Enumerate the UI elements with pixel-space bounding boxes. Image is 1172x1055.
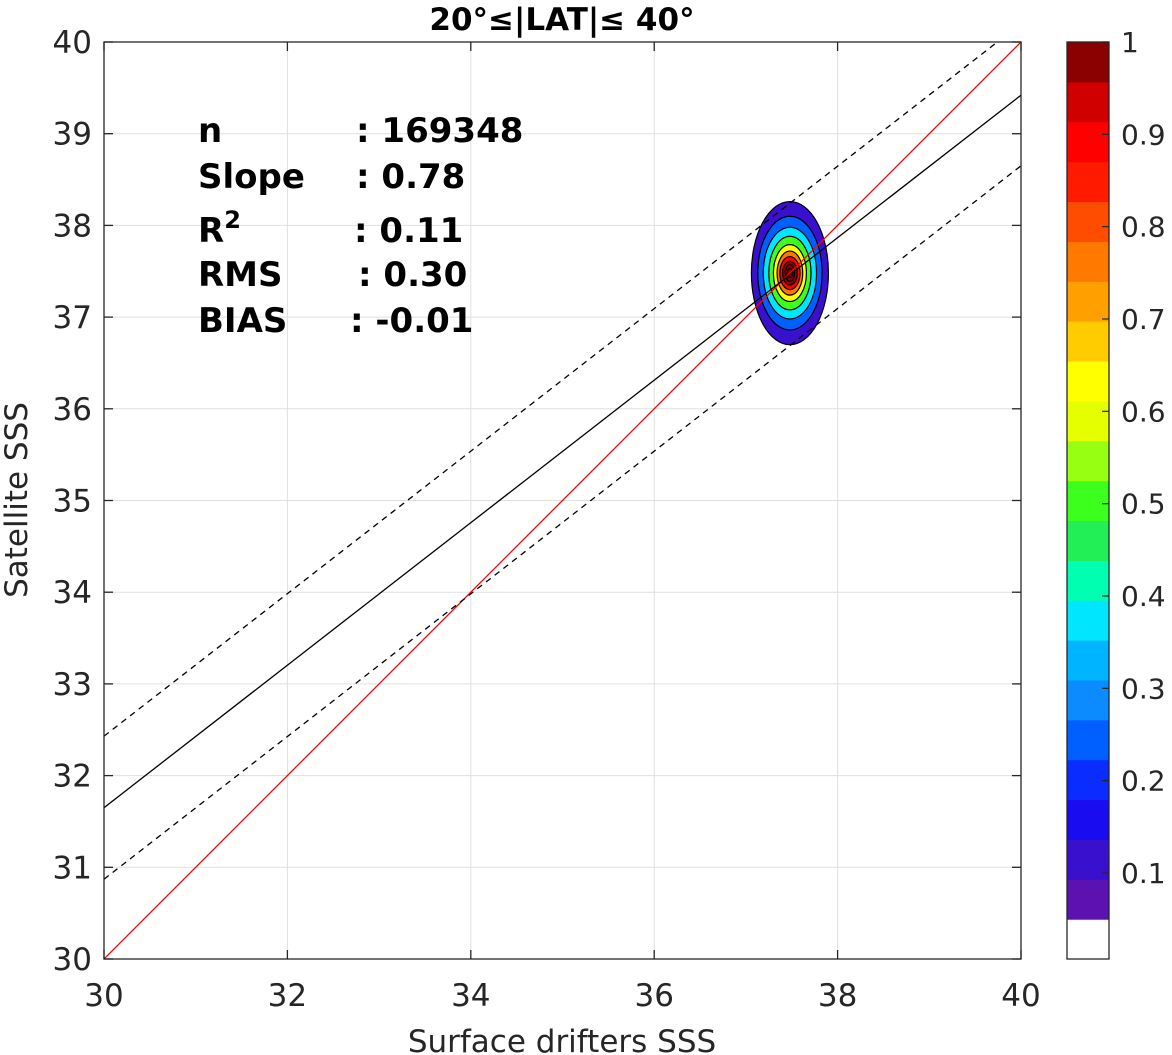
colorbar-tick-label: 0.8 <box>1121 211 1166 244</box>
colorbar-segment <box>1067 879 1109 920</box>
chart-title: 20°≤|LAT|≤ 40° <box>429 2 694 38</box>
stat-label: n <box>198 111 222 151</box>
x-tick-label: 40 <box>1001 978 1040 1014</box>
colorbar-tick-label: 0.7 <box>1121 303 1166 336</box>
colorbar-segment <box>1067 719 1109 761</box>
y-tick-label: 40 <box>53 25 92 61</box>
colorbar-segment <box>1067 640 1109 681</box>
y-tick-label: 38 <box>53 208 92 244</box>
colorbar-segment <box>1067 839 1109 880</box>
colorbar-segment <box>1067 281 1109 322</box>
x-tick-label: 38 <box>818 978 857 1014</box>
colorbar-frame <box>1066 41 1110 960</box>
axis-ticks: 30 32 34 36 38 40 30 31 32 33 34 35 36 37 38 39 40 <box>53 25 1041 1014</box>
y-axis-label: Satellite SSS <box>0 402 35 598</box>
colorbar-tick-label: 0.3 <box>1121 672 1166 705</box>
x-tick-label: 34 <box>451 978 490 1014</box>
colorbar-segment <box>1067 799 1109 840</box>
y-tick-label: 37 <box>53 300 92 336</box>
grid <box>104 42 1021 959</box>
colorbar-segment <box>1067 321 1109 362</box>
colorbar-tick-label: 0.4 <box>1121 580 1166 613</box>
x-tick-label: 36 <box>634 978 673 1014</box>
colorbar-tick-label: 0.2 <box>1121 765 1166 798</box>
colorbar-segment <box>1067 161 1109 203</box>
regression-lower-line <box>104 165 1021 880</box>
colorbar-segment <box>1067 560 1109 601</box>
colorbar-segment <box>1067 360 1109 402</box>
x-tick-label: 32 <box>268 978 307 1014</box>
y-tick-label: 34 <box>53 575 92 611</box>
colorbar-segment <box>1067 480 1109 522</box>
identity-line <box>104 42 1021 959</box>
colorbar-segment <box>1067 600 1109 641</box>
y-tick-label: 35 <box>53 484 92 520</box>
y-tick-label: 32 <box>53 759 92 795</box>
y-tick-label: 36 <box>53 392 92 428</box>
stat-superscript: 2 <box>224 206 241 234</box>
colorbar-tick-label: 1 <box>1121 26 1139 59</box>
colorbar: 0.1 0.2 0.3 0.4 0.5 0.6 0.7 0.8 0.9 1 <box>1066 26 1166 960</box>
colorbar-segment <box>1067 919 1109 960</box>
colorbar-segment <box>1067 759 1109 801</box>
x-axis-label: Surface drifters SSS <box>408 1024 716 1055</box>
x-tick-label: 30 <box>84 978 123 1014</box>
colorbar-segment <box>1067 121 1109 163</box>
y-tick-label: 39 <box>53 117 92 153</box>
colorbar-segment <box>1067 201 1109 242</box>
colorbar-segment <box>1067 81 1109 123</box>
reference-lines <box>104 42 1021 959</box>
colorbar-segment <box>1067 679 1109 721</box>
stat-value: : 169348 <box>356 111 523 151</box>
colorbar-segment <box>1067 42 1109 83</box>
stat-value: : 0.11 <box>354 211 463 251</box>
y-tick-label: 33 <box>53 667 92 703</box>
colorbar-tick-label: 0.1 <box>1121 857 1166 890</box>
colorbar-tick-label: 0.5 <box>1121 488 1166 521</box>
colorbar-segment <box>1067 241 1109 282</box>
stats-annotation: n : 169348 Slope : 0.78 R2 : 0.11 RMS : 0.30 BIA… <box>198 111 523 341</box>
stat-label: R2 <box>198 206 241 251</box>
colorbar-segment <box>1067 440 1109 482</box>
regression-line <box>104 94 1021 809</box>
colorbar-tick-label: 0.6 <box>1121 395 1166 428</box>
colorbar-segment <box>1067 400 1109 442</box>
stat-value: : -0.01 <box>350 301 473 341</box>
colorbar-tick-label: 0.9 <box>1121 118 1166 151</box>
colorbar-segment <box>1067 520 1109 561</box>
regression-upper-line <box>104 42 999 737</box>
stat-label: Slope <box>198 157 305 197</box>
stat-label: BIAS <box>198 301 287 341</box>
y-tick-label: 31 <box>53 850 92 886</box>
stat-value: : 0.78 <box>356 157 465 197</box>
stat-value: : 0.30 <box>358 255 467 295</box>
stat-label: RMS <box>198 255 283 295</box>
y-tick-label: 30 <box>53 942 92 978</box>
